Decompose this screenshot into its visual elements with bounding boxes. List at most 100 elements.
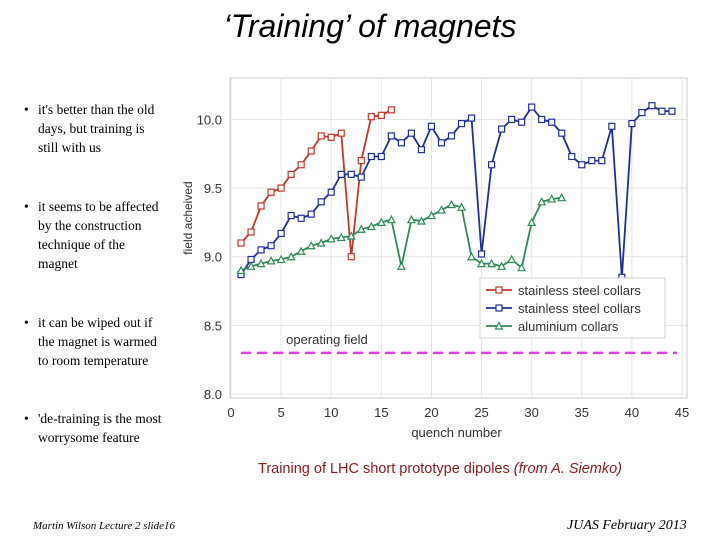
data-point	[247, 228, 255, 236]
data-point	[527, 217, 537, 227]
data-point	[246, 261, 256, 270]
data-point	[426, 210, 436, 220]
data-point	[518, 118, 526, 126]
x-tick-label: 40	[625, 405, 639, 420]
data-point	[356, 224, 366, 233]
data-point	[416, 216, 426, 225]
data-point	[658, 107, 666, 115]
data-point	[446, 199, 456, 209]
data-point	[498, 125, 506, 133]
data-point	[608, 122, 616, 130]
data-point	[467, 251, 477, 261]
data-point	[347, 253, 355, 261]
legend-label: stainless steel collars	[518, 283, 641, 298]
data-point	[387, 132, 395, 140]
data-point	[477, 258, 487, 268]
data-point	[346, 231, 356, 240]
data-point	[377, 152, 385, 161]
data-point	[397, 139, 405, 147]
data-point	[267, 188, 275, 196]
data-point	[548, 118, 556, 126]
data-point	[377, 111, 385, 119]
bullet-text: it's better than the old days, but train…	[38, 102, 155, 155]
x-tick-label: 20	[424, 405, 438, 420]
bullet-dot: •	[24, 102, 29, 117]
data-point	[648, 102, 656, 110]
data-point	[367, 152, 375, 161]
data-point	[257, 246, 265, 254]
data-point	[457, 202, 467, 211]
data-point	[316, 238, 326, 247]
data-point	[336, 232, 346, 242]
data-point	[256, 258, 266, 268]
data-point	[306, 240, 316, 250]
bullet-item: • it can be wiped out if the magnet is wa…	[24, 313, 168, 370]
data-point	[357, 173, 365, 181]
data-point	[638, 108, 646, 117]
data-point	[326, 234, 336, 243]
data-point	[337, 129, 345, 137]
data-point	[347, 170, 355, 178]
data-point	[277, 184, 285, 192]
footer-right: JUAS February 2013	[567, 518, 687, 533]
bullet-item: • it's better than the old days, but trai…	[24, 100, 168, 157]
data-point	[367, 113, 375, 121]
bullet-text: it seems to be affected by the construct…	[38, 199, 159, 271]
bullet-text: it can be wiped out if the magnet is war…	[38, 315, 157, 368]
data-point	[337, 170, 345, 178]
data-point	[236, 265, 246, 275]
x-tick-label: 35	[575, 405, 589, 420]
x-tick-label: 5	[277, 405, 284, 420]
y-tick-label: 8.0	[204, 387, 222, 402]
data-point	[317, 132, 325, 140]
x-tick-label: 10	[324, 405, 338, 420]
footer-left: Martin Wilson Lecture 2 slide16	[33, 520, 175, 532]
data-point	[547, 194, 557, 203]
legend-label: aluminium collars	[518, 319, 619, 334]
legend-label: stainless steel collars	[518, 301, 641, 316]
x-tick-label: 25	[474, 405, 488, 420]
caption-main: Training of LHC short prototype dipoles	[258, 461, 514, 477]
data-point	[286, 251, 296, 261]
data-point	[477, 250, 486, 258]
data-point	[327, 133, 335, 141]
data-point	[497, 261, 507, 270]
data-point	[487, 258, 497, 268]
data-point	[257, 202, 265, 210]
data-point	[307, 147, 315, 155]
slide-title: ‘Training’ of magnets	[223, 8, 517, 44]
data-point	[538, 115, 546, 124]
data-point	[297, 161, 305, 169]
chart-caption: Training of LHC short prototype dipoles …	[258, 461, 622, 477]
y-axis-label: field acheived	[181, 181, 195, 254]
data-point	[487, 161, 496, 169]
caption-source: (from A. Siemko)	[513, 461, 622, 477]
data-point	[598, 157, 606, 165]
data-point	[578, 161, 586, 169]
training-chart: 8.0 8.5 9.0 9.5 10.0 0 5 10 15 20 25 30 35 40 45 quench…	[181, 77, 689, 440]
data-point	[568, 152, 576, 161]
data-point	[537, 197, 547, 206]
y-tick-label: 10.0	[197, 112, 222, 127]
data-point	[528, 103, 536, 111]
bullet-dot: •	[24, 199, 29, 214]
data-point	[406, 214, 416, 224]
data-point	[267, 242, 275, 250]
y-tick-label: 9.5	[204, 181, 222, 196]
x-tick-label: 30	[524, 405, 538, 420]
data-point	[296, 246, 306, 255]
y-tick-label: 9.0	[204, 250, 222, 265]
data-point	[437, 139, 446, 147]
data-point	[628, 119, 636, 128]
data-point	[436, 205, 446, 214]
data-point	[307, 210, 315, 218]
data-point	[327, 188, 335, 196]
data-point	[276, 254, 286, 264]
data-point	[297, 214, 305, 222]
x-tick-label: 0	[227, 405, 234, 420]
data-point	[588, 157, 596, 165]
data-point	[287, 211, 295, 220]
data-point	[457, 119, 466, 128]
legend-marker	[495, 286, 503, 294]
data-point	[427, 122, 436, 130]
